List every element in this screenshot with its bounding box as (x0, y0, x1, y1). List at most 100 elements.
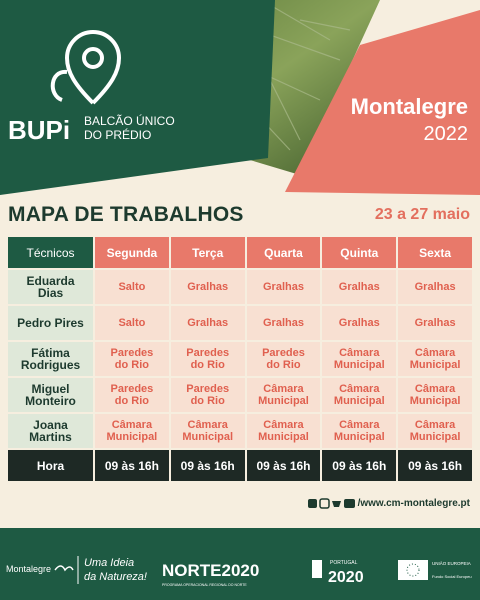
location-cell-text: Câmara Municipal (409, 383, 461, 407)
location-cell: Câmara Municipal (246, 378, 321, 412)
hours-cell-text: Hora (36, 458, 65, 473)
location-cell: Câmara Municipal (170, 414, 245, 448)
location-cell: Câmara Municipal (322, 414, 397, 448)
location-cell-text: Gralhas (338, 317, 380, 329)
location-cell-text: Paredes do Rio (110, 347, 154, 371)
location-cell: Câmara Municipal (322, 378, 397, 412)
column-header-text: Quinta (340, 245, 379, 260)
name-cell-text: Miguel Monteiro (25, 382, 76, 408)
name-cell: Fátima Rodrigues (8, 342, 93, 376)
hours-cell: 09 às 16h (170, 450, 245, 481)
location-cell: Câmara Municipal (322, 342, 397, 376)
name-cell-text: Pedro Pires (17, 316, 84, 330)
hours-cell: 09 às 16h (246, 450, 321, 481)
location-cell: Gralhas (322, 270, 397, 304)
column-header: Quarta (246, 237, 321, 268)
column-header: Técnicos (8, 237, 93, 268)
hours-cell-text: 09 às 16h (180, 458, 235, 473)
location-cell-text: Câmara Municipal (258, 419, 309, 443)
location-cell: Paredes do Rio (170, 378, 245, 412)
location-cell-text: Câmara Municipal (409, 347, 461, 371)
hours-cell: 09 às 16h (95, 450, 169, 481)
header-graphic: BUPi BALCÃO ÚNICO DO PRÉDIO Montalegre 2… (0, 0, 480, 195)
name-cell-text: Fátima Rodrigues (20, 346, 81, 372)
column-header: Sexta (398, 237, 472, 268)
slogan: Uma Ideia (84, 557, 134, 569)
location-cell: Câmara Municipal (95, 414, 169, 448)
location-cell-text: Salto (118, 281, 146, 293)
hours-cell-text: 09 às 16h (332, 458, 387, 473)
footer: Montalegre Uma Ideia da Natureza! NORTE2… (0, 528, 480, 600)
slogan: da Natureza! (84, 571, 147, 583)
location-cell-text: Gralhas (263, 281, 304, 293)
location-cell-text: Câmara Municipal (333, 419, 385, 443)
logo-subtitle: DO PRÉDIO (84, 127, 151, 142)
location-cell-text: Câmara Municipal (258, 383, 309, 407)
location-cell: Gralhas (246, 270, 321, 304)
location-cell-text: Gralhas (187, 317, 229, 329)
location-cell: Gralhas (398, 306, 472, 340)
salmon-panel (285, 10, 480, 195)
column-header: Segunda (95, 237, 169, 268)
name-cell-text: Joana Martins (29, 418, 72, 444)
location-cell-text: Paredes do Rio (262, 347, 305, 371)
eu: UNIÃO EUROPEIA (432, 560, 471, 566)
location-cell-text: Salto (118, 317, 146, 329)
location-cell: Câmara Municipal (398, 342, 472, 376)
column-header-text: Quarta (264, 245, 303, 260)
logo-subtitle: BALCÃO ÚNICO (84, 113, 175, 128)
location-cell-text: Paredes do Rio (186, 347, 230, 371)
location-cell: Paredes do Rio (95, 342, 169, 376)
hours-cell-text: 09 às 16h (256, 458, 311, 473)
column-header-text: Sexta (419, 245, 452, 260)
eu-fund: Fundo Social Europeu (432, 574, 472, 579)
portugal: PORTUGAL (330, 560, 358, 566)
norte-sub: PROGRAMA OPERACIONAL REGIONAL DO NORTE (162, 583, 247, 587)
location-cell: Câmara Municipal (398, 378, 472, 412)
name-cell: Miguel Monteiro (8, 378, 93, 412)
name-cell: Eduarda Dias (8, 270, 93, 304)
location-cell: Gralhas (246, 306, 321, 340)
hours-cell-text: 09 às 16h (408, 458, 463, 473)
place: Montalegre (351, 94, 468, 119)
norte-logo: NORTE2020 (162, 561, 259, 580)
social-icons (308, 498, 355, 509)
location-cell: Paredes do Rio (170, 342, 245, 376)
location-cell: Salto (95, 306, 169, 340)
year: 2022 (424, 123, 469, 145)
location-cell-text: Gralhas (338, 281, 380, 293)
location-cell-text: Gralhas (187, 281, 229, 293)
location-cell: Câmara Municipal (246, 414, 321, 448)
logo-title: BUPi (8, 115, 70, 145)
hours-cell-text: 09 às 16h (104, 458, 159, 473)
location-cell: Paredes do Rio (246, 342, 321, 376)
column-header-text: Técnicos (26, 245, 75, 260)
location-cell-text: Câmara Municipal (106, 419, 158, 443)
location-cell: Paredes do Rio (95, 378, 169, 412)
portugal-year: 2020 (328, 569, 364, 586)
location-cell: Salto (95, 270, 169, 304)
location-cell: Gralhas (170, 270, 245, 304)
title: MAPA DE TRABALHOS (8, 203, 244, 226)
name-cell: Pedro Pires (8, 306, 93, 340)
location-cell: Gralhas (170, 306, 245, 340)
hours-cell: 09 às 16h (322, 450, 397, 481)
location-cell: Gralhas (398, 270, 472, 304)
name-cell-text: Eduarda Dias (26, 274, 75, 300)
location-cell-text: Paredes do Rio (186, 383, 230, 407)
location-cell-text: Câmara Municipal (333, 347, 385, 371)
location-cell-text: Paredes do Rio (110, 383, 154, 407)
column-header-text: Terça (192, 245, 224, 260)
location-cell-text: Gralhas (414, 281, 456, 293)
column-header: Terça (170, 237, 245, 268)
schedule-table: Técnicos Segunda Terça Quarta Quinta Sexta Edu… (8, 237, 472, 481)
date-range: 23 a 27 maio (374, 206, 470, 223)
location-cell: Câmara Municipal (398, 414, 472, 448)
location-cell-text: Câmara Municipal (333, 383, 385, 407)
location-cell-text: Gralhas (263, 317, 304, 329)
column-header-text: Segunda (106, 245, 158, 260)
location-cell-text: Câmara Municipal (409, 419, 461, 443)
location-cell-text: Câmara Municipal (182, 419, 234, 443)
hours-cell: 09 às 16h (398, 450, 472, 481)
